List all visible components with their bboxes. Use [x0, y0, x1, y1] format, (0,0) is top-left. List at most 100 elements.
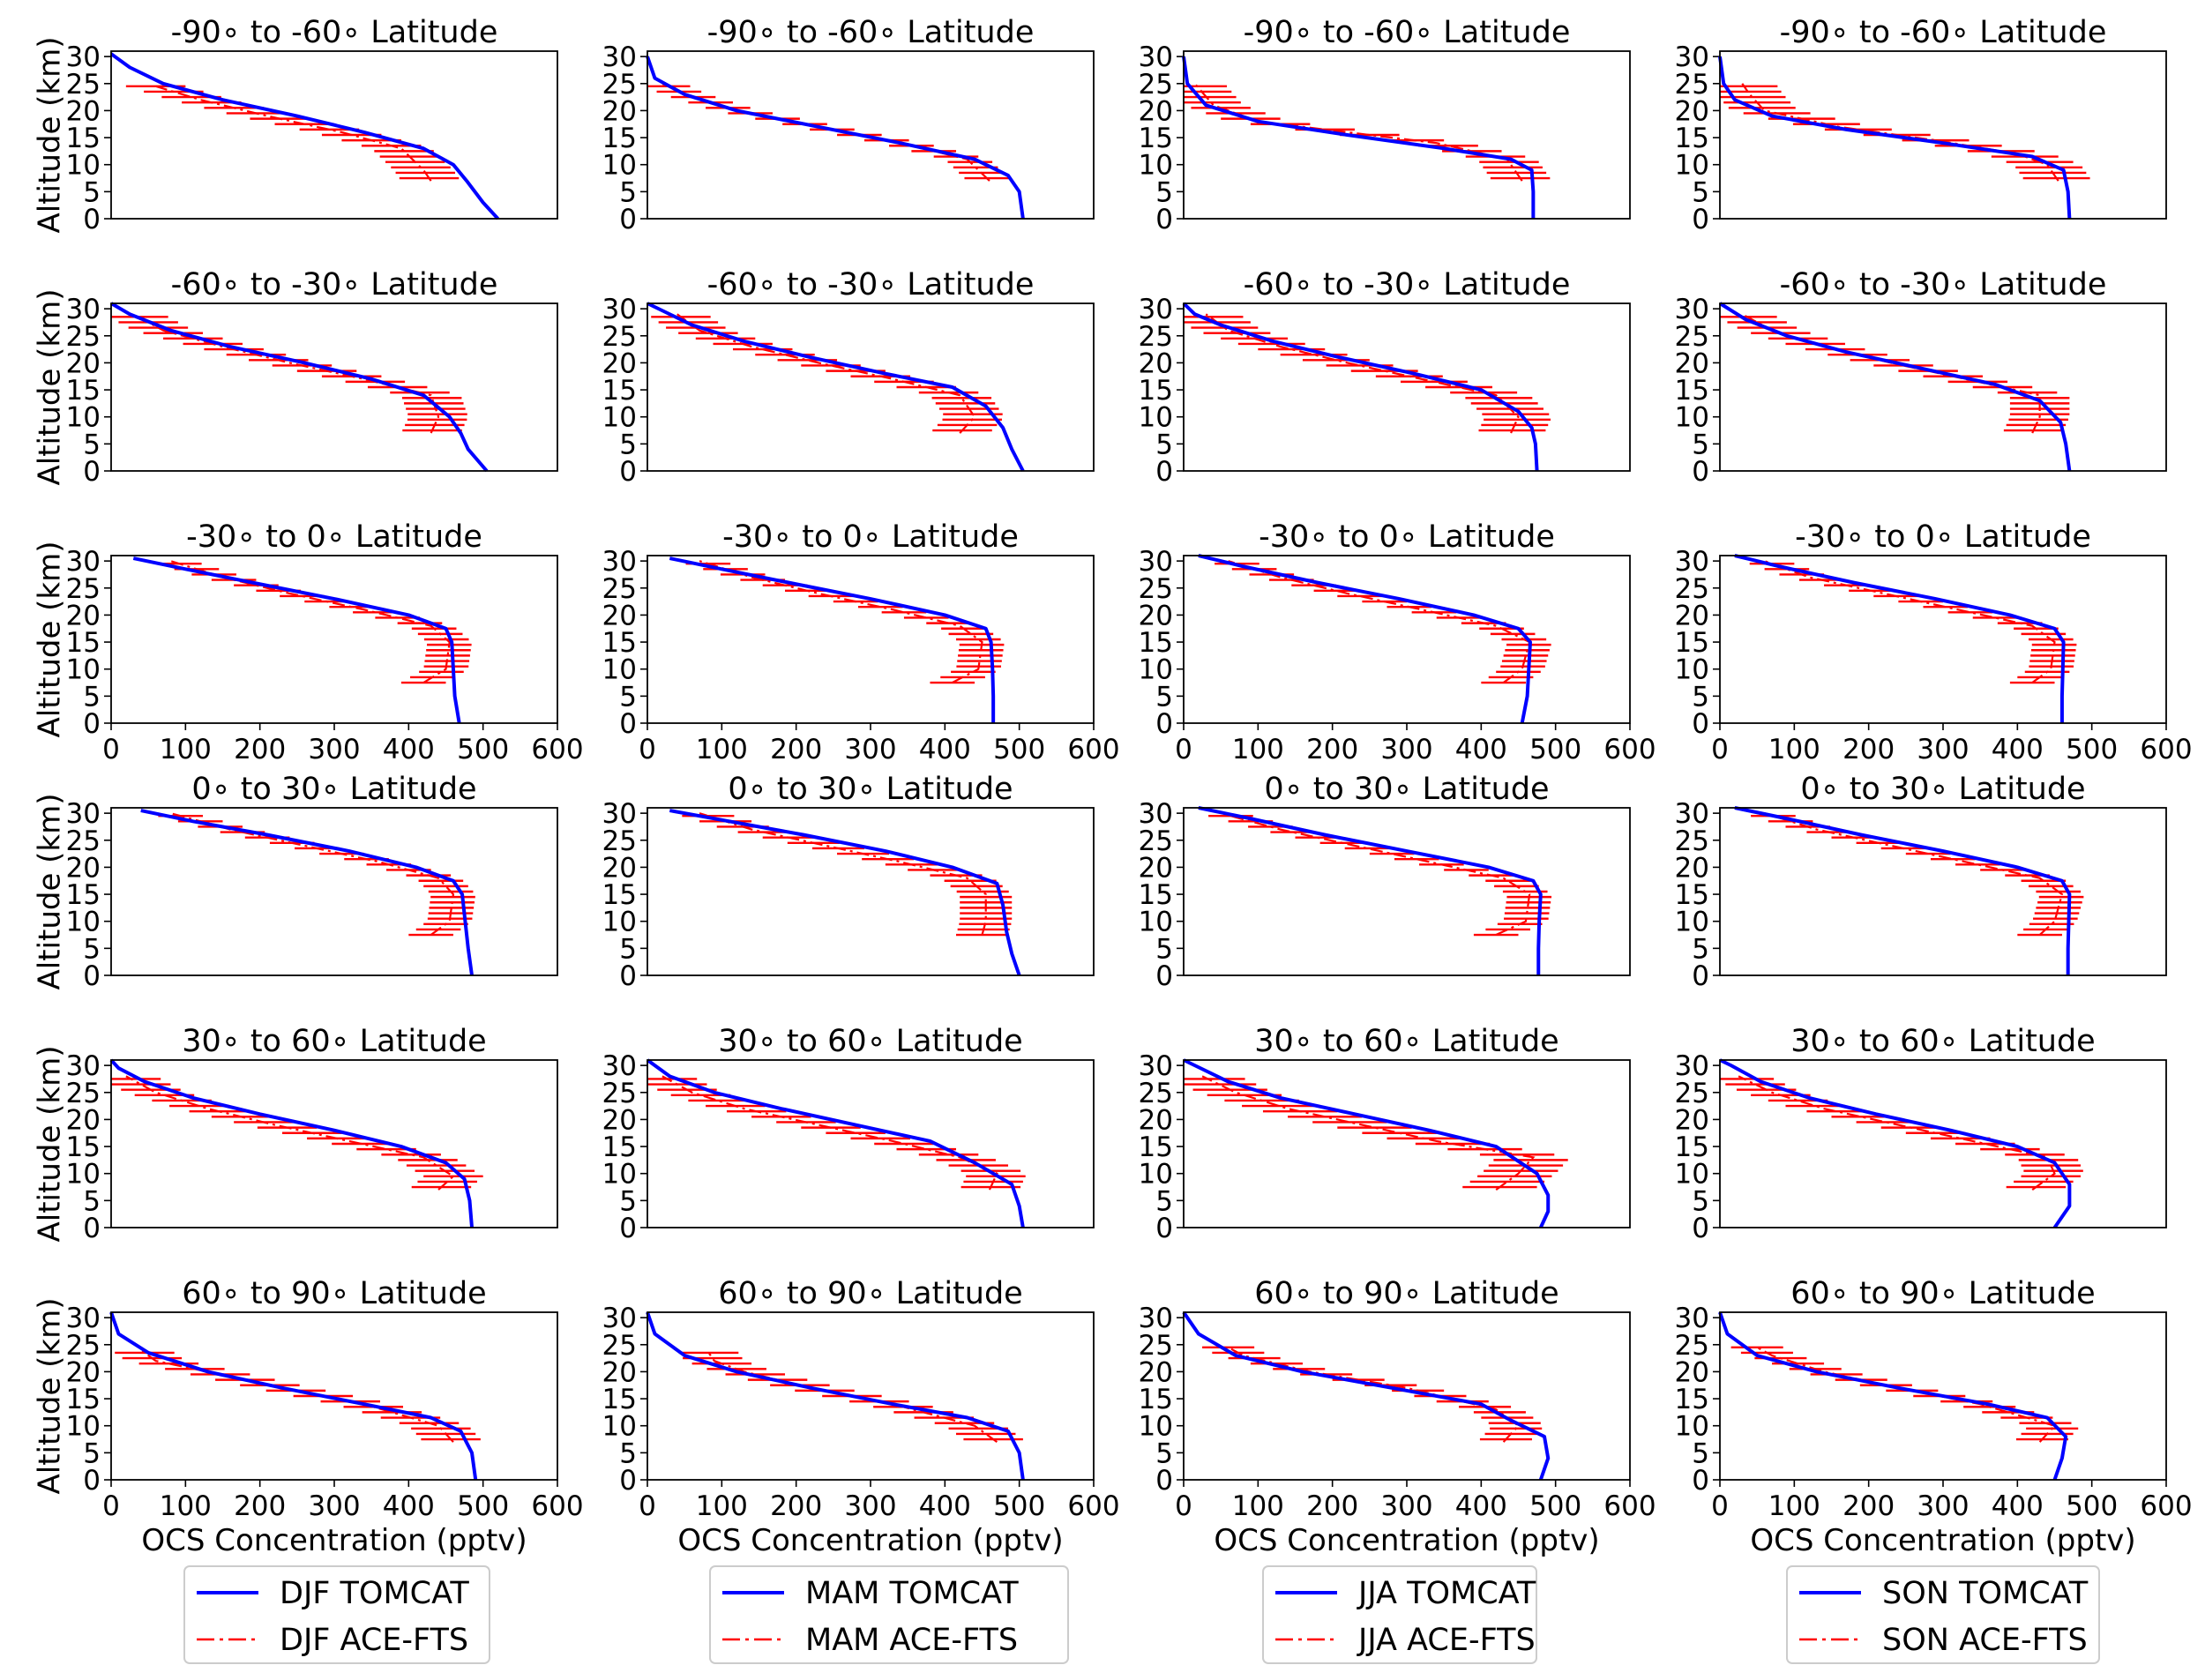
y-tick-label: 20: [1139, 852, 1173, 884]
y-tick-label: 5: [1692, 429, 1709, 460]
y-tick-label: 15: [602, 627, 637, 659]
panel-djf-row-0: -90∘ to -60∘ Latitude Altitude (km) 051015…: [33, 15, 558, 235]
panel-frame: [1183, 1311, 1631, 1481]
x-tick-label: 100: [696, 734, 748, 765]
panel-title: 30∘ to 60∘ Latitude: [182, 1024, 486, 1059]
panel-title: -60∘ to -30∘ Latitude: [1244, 267, 1571, 302]
y-tick-label: 30: [66, 798, 101, 830]
legend-son: SON TOMCAT SON ACE-FTS: [1786, 1565, 2100, 1664]
y-tick-label: 5: [619, 1437, 637, 1469]
panel-djf-row-3: 0∘ to 30∘ Latitude Altitude (km) 051015202…: [33, 772, 558, 992]
y-tick-label: 20: [66, 1104, 101, 1136]
y-tick-label: 0: [83, 960, 101, 992]
y-tick-label: 25: [1139, 1078, 1173, 1109]
y-tick-label: 0: [619, 204, 637, 235]
y-axis-label: Altitude (km): [33, 288, 68, 485]
x-tick-label: 0: [639, 734, 656, 765]
x-tick-label: 300: [1380, 734, 1432, 765]
y-tick-label: 20: [602, 600, 637, 631]
obs-series-line: [1738, 1075, 2056, 1191]
y-tick-label: 15: [1675, 1384, 1709, 1415]
y-tick-label: 5: [1155, 1185, 1173, 1217]
panel-frame: [1719, 50, 2167, 220]
obs-series-line: [1220, 812, 1531, 937]
panel-frame: [1719, 1059, 2167, 1228]
model-series-line: [646, 1058, 1025, 1228]
legend-jja: JJA TOMCAT JJA ACE-FTS: [1262, 1565, 1537, 1664]
obs-series-line: [1228, 560, 1531, 683]
y-tick-label: 5: [1155, 1437, 1173, 1469]
y-tick-label: 15: [1675, 879, 1709, 911]
y-tick-label: 20: [1675, 1104, 1709, 1136]
obs-series-line: [699, 812, 987, 936]
obs-series-line: [1756, 1346, 2057, 1443]
y-tick-label: 30: [1139, 1303, 1173, 1334]
y-tick-label: 5: [83, 429, 101, 460]
panel-title: -60∘ to -30∘ Latitude: [707, 267, 1035, 302]
x-tick-label: 100: [160, 734, 212, 765]
obs-series-line: [699, 560, 983, 684]
panel-frame: [1183, 302, 1631, 472]
x-tick-label: 400: [1992, 1490, 2044, 1522]
panel-title: 30∘ to 60∘ Latitude: [1254, 1024, 1558, 1059]
y-tick-label: 20: [66, 1356, 101, 1388]
y-tick-label: 25: [1139, 825, 1173, 857]
y-tick-label: 0: [83, 1213, 101, 1244]
x-tick-label: 0: [1711, 1490, 1729, 1522]
model-series-line: [669, 809, 1021, 976]
model-series-line: [1183, 1058, 1551, 1228]
y-tick-label: 30: [1675, 294, 1709, 325]
y-tick-label: 15: [66, 123, 101, 154]
panel-frame: [1719, 302, 2167, 472]
y-tick-label: 20: [1139, 1104, 1173, 1136]
panel-title: 30∘ to 60∘ Latitude: [1790, 1024, 2095, 1059]
y-tick-label: 30: [1139, 1050, 1173, 1082]
y-tick-label: 5: [1692, 933, 1709, 965]
y-tick-label: 15: [602, 1131, 637, 1163]
panel-title: 60∘ to 90∘ Latitude: [1254, 1276, 1558, 1311]
y-tick-label: 15: [1139, 627, 1173, 659]
y-tick-label: 5: [83, 176, 101, 208]
y-tick-label: 25: [1675, 573, 1709, 605]
y-tick-label: 10: [602, 654, 637, 686]
y-tick-label: 15: [1675, 123, 1709, 154]
y-tick-label: 0: [83, 1465, 101, 1497]
y-tick-label: 0: [1692, 1465, 1709, 1497]
y-axis-label: Altitude (km): [33, 1297, 68, 1494]
legend-mam: MAM TOMCAT MAM ACE-FTS: [709, 1565, 1069, 1664]
x-tick-label: 0: [1711, 734, 1729, 765]
x-tick-label: 500: [457, 734, 509, 765]
y-tick-label: 10: [602, 907, 637, 938]
legend-model-label: JJA TOMCAT: [1357, 1576, 1536, 1611]
legend-box: [183, 1565, 490, 1664]
y-tick-label: 25: [1139, 573, 1173, 605]
panel-title: 60∘ to 90∘ Latitude: [718, 1276, 1022, 1311]
y-tick-label: 30: [602, 546, 637, 578]
x-tick-label: 300: [1917, 1490, 1969, 1522]
x-tick-label: 400: [1992, 734, 2044, 765]
obs-series-line: [1193, 83, 1523, 182]
model-series-line: [646, 1311, 1025, 1481]
y-tick-label: 20: [66, 600, 101, 631]
y-tick-label: 25: [1139, 69, 1173, 101]
panel-djf-row-1: -60∘ to -30∘ Latitude Altitude (km) 051015…: [33, 267, 558, 488]
model-series-line: [109, 1311, 478, 1481]
model-series-line: [1182, 56, 1536, 219]
panel-title: 60∘ to 90∘ Latitude: [1790, 1276, 2095, 1311]
x-tick-label: 0: [102, 734, 120, 765]
model-series-line: [1198, 554, 1532, 724]
panel-title: -90∘ to -60∘ Latitude: [171, 15, 498, 50]
y-tick-label: 20: [1139, 347, 1173, 379]
y-tick-label: 5: [619, 933, 637, 965]
obs-series-line: [676, 313, 976, 434]
y-tick-label: 0: [1155, 708, 1173, 740]
panel-title: -60∘ to -30∘ Latitude: [1780, 267, 2107, 302]
